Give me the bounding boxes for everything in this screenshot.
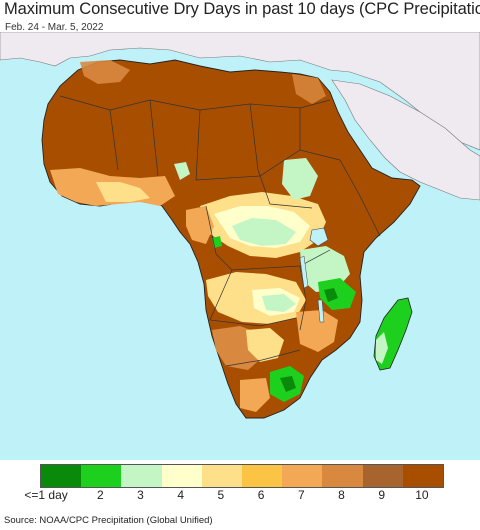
zone-botswana-yellow [246,328,284,362]
lake-victoria [309,227,329,247]
zone-south-africa-darkgreen [280,376,296,392]
legend-label-1: 2 [96,488,104,502]
date-range: Feb. 24 - Mar. 5, 2022 [5,22,104,33]
legend-label-8: 9 [378,488,386,502]
legend-label-4: 5 [217,488,225,502]
zone-central-east-green [282,158,318,200]
legend-swatch-5 [242,465,283,487]
zone-mozambique-orange [296,310,338,352]
legend-label-7: 8 [338,488,345,502]
zone-central-green [232,218,296,246]
zone-west-africa-inner [96,182,150,202]
zone-northeast-light [292,74,326,104]
legend-swatch-8 [362,465,403,487]
map-area [0,32,480,460]
legend-swatch-9 [402,465,444,487]
zone-gabon-orange [186,206,214,244]
legend-label-3: 4 [177,488,185,502]
legend-label-9: 10 [415,488,429,502]
map-title: Maximum Consecutive Dry Days in past 10 … [4,0,480,18]
legend-label-0: <=1 day [24,488,68,502]
legend-label-2: 3 [137,488,144,502]
source-note: Source: NOAA/CPC Precipitation (Global U… [4,515,213,526]
legend-swatch-3 [161,465,202,487]
country-borders [59,95,381,367]
legend-swatch-1 [81,465,122,487]
lake-tanganyika [299,255,309,289]
legend-label-6: 7 [297,488,305,502]
legend-colorbar [40,464,444,488]
zone-gabon-green [212,236,222,248]
zone-west-green [174,162,190,180]
madagascar-dry-strip [376,332,388,364]
lake-malawi [317,299,325,323]
zone-south-africa-orange [240,378,270,412]
legend-swatch-2 [121,465,162,487]
legend-swatch-7 [322,465,363,487]
legend-swatch-6 [282,465,323,487]
legend-swatch-4 [201,465,243,487]
zone-tanzania-darkgreen [324,288,338,302]
legend: <=1 day 2 3 4 5 6 7 8 9 10 [0,462,480,512]
legend-label-5: 6 [257,488,265,502]
arabian-peninsula [331,79,480,201]
zone-tanzania-green [318,278,356,310]
africa-map [0,32,480,460]
zone-northwest-light [80,60,130,84]
legend-swatch-0 [41,465,82,487]
zone-zambia-green [262,294,296,312]
